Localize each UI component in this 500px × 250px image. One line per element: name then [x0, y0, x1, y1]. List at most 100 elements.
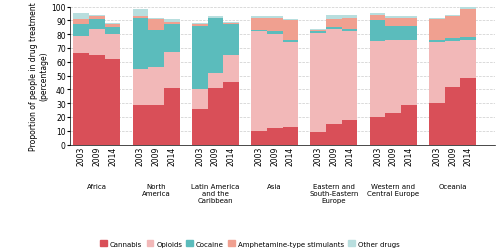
Bar — [208, 17, 223, 18]
Bar — [74, 36, 89, 54]
Bar — [251, 18, 267, 31]
Bar — [460, 40, 476, 79]
Bar — [89, 17, 104, 20]
Bar — [429, 18, 444, 20]
Bar — [444, 42, 460, 87]
Text: North
America: North America — [142, 184, 171, 196]
Bar — [251, 131, 267, 145]
Bar — [429, 20, 444, 40]
Bar — [267, 32, 282, 35]
Bar — [104, 24, 120, 25]
Bar — [74, 54, 89, 145]
Bar — [342, 16, 357, 18]
Bar — [386, 17, 401, 18]
Bar — [326, 30, 342, 124]
Bar — [192, 24, 208, 25]
Bar — [460, 8, 476, 10]
Bar — [310, 30, 326, 31]
Bar — [401, 18, 416, 27]
Bar — [370, 42, 386, 117]
Bar — [104, 60, 120, 145]
Bar — [74, 20, 89, 25]
Bar — [208, 74, 223, 89]
Bar — [89, 20, 104, 30]
Bar — [223, 24, 239, 25]
Bar — [429, 43, 444, 104]
Bar — [192, 25, 208, 27]
Bar — [282, 127, 298, 145]
Bar — [401, 17, 416, 18]
Bar — [401, 105, 416, 145]
Text: Eastern and
South-Eastern
Europe: Eastern and South-Eastern Europe — [310, 184, 358, 204]
Bar — [208, 89, 223, 145]
Bar — [429, 104, 444, 145]
Bar — [429, 40, 444, 43]
Bar — [104, 35, 120, 60]
Bar — [74, 14, 89, 20]
Bar — [401, 40, 416, 105]
Bar — [164, 20, 180, 22]
Bar — [148, 18, 164, 20]
Bar — [164, 53, 180, 89]
Y-axis label: Proportion of people in drug treatment
(percentage): Proportion of people in drug treatment (… — [29, 2, 48, 150]
Bar — [223, 25, 239, 56]
Bar — [326, 28, 342, 29]
Bar — [148, 20, 164, 31]
Bar — [444, 16, 460, 17]
Bar — [460, 10, 476, 38]
Bar — [282, 21, 298, 40]
Bar — [370, 16, 386, 21]
Bar — [132, 69, 148, 105]
Bar — [132, 105, 148, 145]
Bar — [326, 124, 342, 145]
Bar — [370, 118, 386, 145]
Text: Western and
Central Europe: Western and Central Europe — [367, 184, 420, 196]
Bar — [192, 27, 208, 90]
Bar — [370, 21, 386, 42]
Bar — [104, 25, 120, 28]
Bar — [370, 14, 386, 16]
Bar — [164, 22, 180, 25]
Bar — [267, 35, 282, 128]
Bar — [342, 32, 357, 120]
Bar — [310, 34, 326, 132]
Text: Africa: Africa — [87, 184, 107, 190]
Bar — [132, 10, 148, 17]
Bar — [460, 79, 476, 145]
Bar — [223, 83, 239, 145]
Bar — [89, 16, 104, 17]
Bar — [208, 18, 223, 74]
Bar — [223, 56, 239, 83]
Bar — [282, 43, 298, 127]
Bar — [386, 40, 401, 114]
Bar — [148, 31, 164, 68]
Bar — [251, 17, 267, 18]
Bar — [326, 20, 342, 28]
Bar — [282, 20, 298, 21]
Bar — [310, 31, 326, 32]
Bar — [386, 114, 401, 145]
Bar — [310, 32, 326, 34]
Text: Asia: Asia — [268, 184, 282, 190]
Bar — [164, 26, 180, 53]
Bar — [132, 18, 148, 69]
Bar — [326, 16, 342, 20]
Text: Latin America
and the
Caribbean: Latin America and the Caribbean — [191, 184, 240, 204]
Bar — [251, 32, 267, 131]
Bar — [460, 38, 476, 40]
Bar — [148, 105, 164, 145]
Bar — [310, 132, 326, 145]
Bar — [74, 25, 89, 36]
Bar — [282, 40, 298, 43]
Bar — [444, 17, 460, 39]
Bar — [89, 30, 104, 56]
Bar — [89, 56, 104, 145]
Bar — [148, 68, 164, 105]
Bar — [164, 89, 180, 145]
Bar — [386, 18, 401, 27]
Bar — [267, 128, 282, 145]
Bar — [192, 90, 208, 109]
Text: Oceania: Oceania — [438, 184, 467, 190]
Bar — [342, 18, 357, 30]
Bar — [444, 87, 460, 145]
